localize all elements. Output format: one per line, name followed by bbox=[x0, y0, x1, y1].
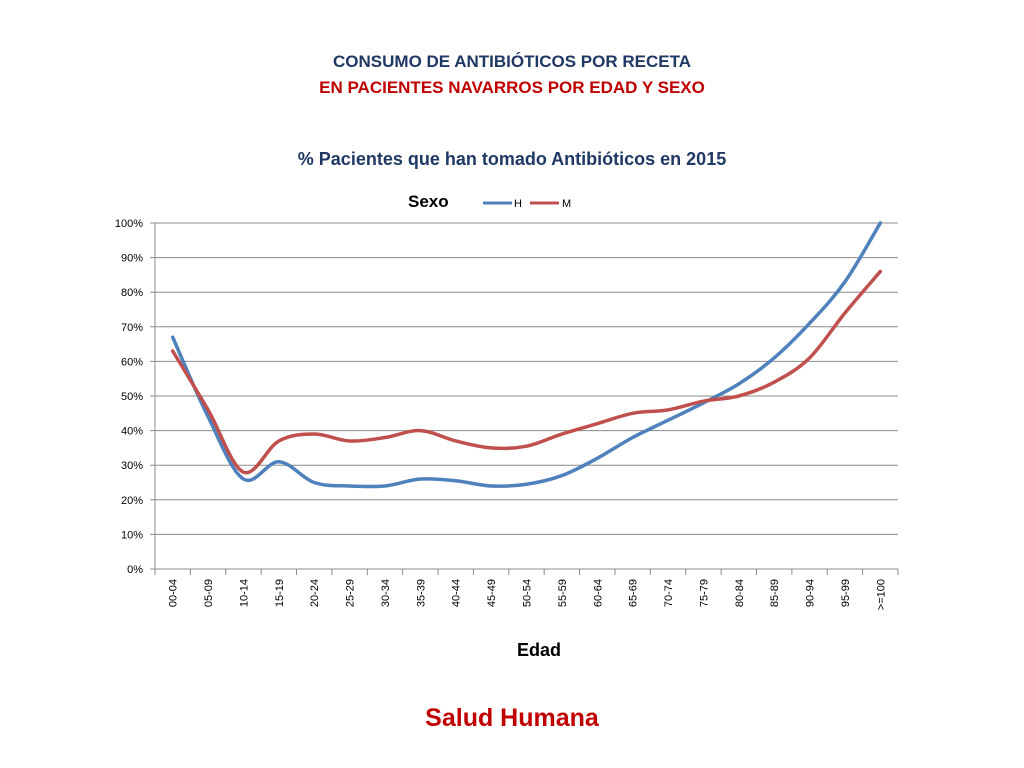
series-lines bbox=[170, 221, 883, 489]
x-tick-label: 35-39 bbox=[415, 579, 427, 607]
legend-label-m: M bbox=[562, 198, 571, 210]
x-tick-label: 05-09 bbox=[203, 579, 215, 607]
x-tick-label: 25-29 bbox=[345, 579, 357, 607]
x-tick-label: 95-99 bbox=[840, 579, 852, 607]
legend-label-h: H bbox=[514, 198, 522, 210]
x-tick-label: 20-24 bbox=[309, 579, 321, 607]
line-chart: 0%10%20%30%40%50%60%70%80%90%100% 00-04 0… bbox=[115, 192, 899, 660]
chart-title: % Pacientes que han tomado Antibióticos … bbox=[297, 149, 727, 169]
gridlines bbox=[150, 222, 899, 575]
page-title-line2: EN PACIENTES NAVARROS POR EDAD Y SEXO bbox=[319, 78, 705, 97]
series-line-m bbox=[170, 269, 883, 475]
x-tick-label: 70-74 bbox=[663, 579, 675, 607]
y-axis-tick-labels: 0% 10% 20% 30% 40% 50% 60% 70% 80% 90% 100% bbox=[115, 218, 143, 576]
x-tick-label: 10-14 bbox=[238, 579, 250, 607]
x-tick-label: 45-49 bbox=[486, 579, 498, 607]
x-tick-label: 55-59 bbox=[557, 579, 569, 607]
x-tick-label: 85-89 bbox=[769, 579, 781, 607]
y-tick-label: 0% bbox=[127, 564, 143, 576]
x-tick-label: 90-94 bbox=[805, 579, 817, 607]
x-tick-label: 15-19 bbox=[274, 579, 286, 607]
x-tick-label: 75-79 bbox=[698, 579, 710, 607]
y-tick-label: 90% bbox=[121, 253, 143, 265]
x-tick-label: 50-54 bbox=[522, 579, 534, 607]
x-axis-tick-labels: 00-04 05-09 10-14 15-19 20-24 25-29 30-34 35-39… bbox=[168, 579, 888, 610]
y-tick-label: 60% bbox=[121, 356, 143, 368]
legend: Sexo H M bbox=[408, 192, 571, 211]
x-tick-label: 60-64 bbox=[592, 579, 604, 607]
x-tick-label: 40-44 bbox=[451, 579, 463, 607]
y-tick-label: 10% bbox=[121, 529, 143, 541]
series-line-h bbox=[170, 221, 883, 489]
y-tick-label: 20% bbox=[121, 495, 143, 507]
y-tick-label: 40% bbox=[121, 426, 143, 438]
y-tick-label: 30% bbox=[121, 460, 143, 472]
y-tick-label: 100% bbox=[115, 218, 143, 230]
page-title-line1: CONSUMO DE ANTIBIÓTICOS POR RECETA bbox=[333, 52, 691, 71]
x-axis-label: Edad bbox=[517, 640, 561, 660]
y-tick-label: 80% bbox=[121, 287, 143, 299]
x-tick-label: >=100 bbox=[875, 579, 887, 610]
y-tick-label: 70% bbox=[121, 322, 143, 334]
x-tick-label: 65-69 bbox=[628, 579, 640, 607]
legend-title: Sexo bbox=[408, 192, 449, 211]
x-tick-label: 00-04 bbox=[168, 579, 180, 607]
y-tick-label: 50% bbox=[121, 391, 143, 403]
x-tick-label: 30-34 bbox=[380, 579, 392, 607]
footer-title: Salud Humana bbox=[425, 704, 599, 732]
x-tick-label: 80-84 bbox=[734, 579, 746, 607]
